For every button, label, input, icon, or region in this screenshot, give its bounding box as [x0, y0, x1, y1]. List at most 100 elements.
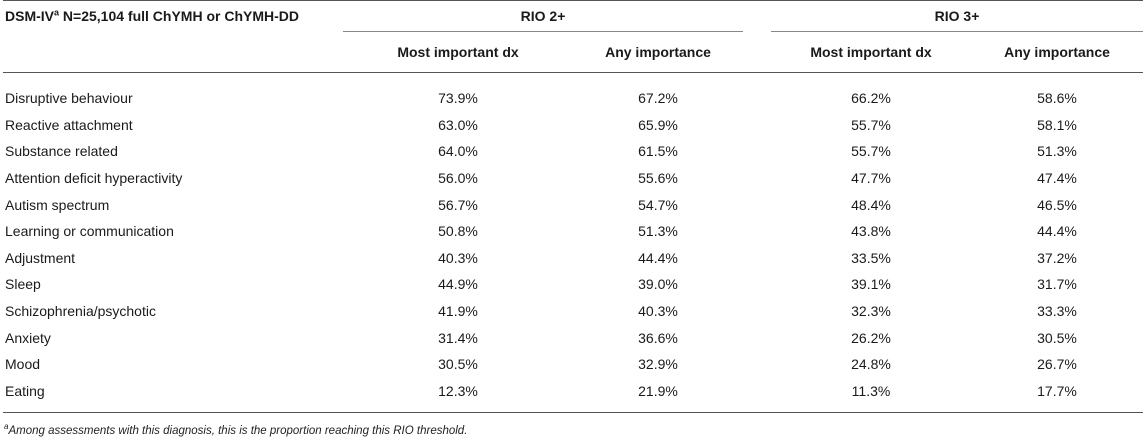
cell-value: 33.3% [1037, 303, 1077, 320]
cell-gap [743, 112, 771, 139]
cell-value: 55.6% [638, 170, 678, 187]
cell-value: 73.9% [438, 90, 478, 107]
cell-value: 37.2% [1037, 249, 1077, 266]
subheader-gap [743, 31, 771, 73]
cell-value: 11.3% [771, 377, 971, 414]
cell-value: 44.4% [638, 249, 678, 266]
cell-gap [743, 271, 771, 298]
table-row: Anxiety 31.4% 36.6% 26.2% 30.5% [3, 324, 1143, 351]
cell-gap [743, 324, 771, 351]
row-label: Schizophrenia/psychotic [5, 303, 156, 320]
row-label: Autism spectrum [5, 196, 110, 213]
cell-value: 51.3% [1037, 143, 1077, 160]
corner-sup: a [54, 7, 60, 18]
subheader-rio3-most: Most important dx [771, 31, 971, 73]
cell-value: 40.3% [638, 303, 678, 320]
cell-value: 50.8% [438, 223, 478, 240]
row-label: Anxiety [5, 329, 51, 346]
cell-value: 26.2% [851, 329, 891, 346]
cell-gap [743, 138, 771, 165]
cell-value: 24.8% [851, 356, 891, 373]
table-row: Sleep 44.9% 39.0% 39.1% 31.7% [3, 271, 1143, 298]
cell-value: 36.6% [638, 329, 678, 346]
table-row: Attention deficit hyperactivity 56.0% 55.6… [3, 165, 1143, 192]
row-label: Substance related [5, 143, 118, 160]
cell-gap [743, 245, 771, 272]
cell-value: 21.9% [573, 377, 743, 414]
table-row: Reactive attachment 63.0% 65.9% 55.7% 58.1% [3, 112, 1143, 139]
cell-value: 31.7% [1037, 276, 1077, 293]
row-label: Sleep [5, 276, 41, 293]
cell-value: 63.0% [438, 116, 478, 133]
cell-value: 55.7% [851, 143, 891, 160]
subheader-rio2-any: Any importance [573, 31, 743, 73]
cell-value: 39.1% [851, 276, 891, 293]
group-header-row: DSM-IVa N=25,104 full ChYMH or ChYMH-DD … [3, 0, 1143, 73]
cell-gap [743, 165, 771, 192]
table-body: Disruptive behaviour 73.9% 67.2% 66.2% 58.6%… [3, 73, 1143, 414]
cell-value: 26.7% [1037, 356, 1077, 373]
row-label: Attention deficit hyperactivity [5, 170, 183, 187]
cell-value: 51.3% [638, 223, 678, 240]
cell-value: 17.7% [971, 377, 1143, 414]
subheader-rio2-most: Most important dx [343, 31, 573, 73]
header-gap [743, 1, 771, 32]
table-row: Adjustment 40.3% 44.4% 33.5% 37.2% [3, 245, 1143, 272]
cell-value: 66.2% [851, 90, 891, 107]
cell-value: 58.1% [1037, 116, 1077, 133]
cell-value: 54.7% [638, 196, 678, 213]
cell-value: 41.9% [438, 303, 478, 320]
cell-value: 48.4% [851, 196, 891, 213]
row-label: Eating [3, 377, 343, 414]
footnote: aAmong assessments with this diagnosis, … [4, 422, 468, 437]
table-row: Learning or communication 50.8% 51.3% 43.8%… [3, 218, 1143, 245]
cell-value: 30.5% [438, 356, 478, 373]
group-header-rio3: RIO 3+ [771, 0, 1143, 32]
row-label: Mood [5, 356, 41, 373]
cell-value: 58.6% [1037, 90, 1077, 107]
cell-value: 61.5% [638, 143, 678, 160]
cell-value: 43.8% [851, 223, 891, 240]
cell-gap [743, 218, 771, 245]
cell-gap [743, 191, 771, 218]
cell-value: 44.4% [1037, 223, 1077, 240]
cell-value: 40.3% [438, 249, 478, 266]
cell-value: 47.7% [851, 170, 891, 187]
table-row: Mood 30.5% 32.9% 24.8% 26.7% [3, 351, 1143, 378]
row-label: Disruptive behaviour [5, 90, 133, 107]
cell-value: 47.4% [1037, 170, 1077, 187]
cell-value: 39.0% [638, 276, 678, 293]
cell-value: 31.4% [438, 329, 478, 346]
cell-gap [743, 377, 771, 414]
cell-value: 33.5% [851, 249, 891, 266]
cell-value: 56.0% [438, 170, 478, 187]
footnote-text: Among assessments with this diagnosis, t… [8, 425, 468, 437]
table-row: Substance related 64.0% 61.5% 55.7% 51.3% [3, 138, 1143, 165]
corner-suffix: N=25,104 full ChYMH or ChYMH-DD [59, 8, 299, 24]
table-row: Disruptive behaviour 73.9% 67.2% 66.2% 58.6% [3, 73, 1143, 112]
corner-prefix: DSM-IV [5, 8, 54, 24]
table-row: Schizophrenia/psychotic 41.9% 40.3% 32.3% 33… [3, 298, 1143, 325]
subheader-rio3-any: Any importance [971, 31, 1143, 73]
results-table: DSM-IVa N=25,104 full ChYMH or ChYMH-DD … [3, 0, 1143, 414]
table-row: Autism spectrum 56.7% 54.7% 48.4% 46.5% [3, 191, 1143, 218]
table-row: Eating 12.3% 21.9% 11.3% 17.7% [3, 377, 1143, 414]
footnote-sup: a [4, 422, 9, 432]
cell-value: 64.0% [438, 143, 478, 160]
cell-value: 65.9% [638, 116, 678, 133]
cell-value: 32.9% [638, 356, 678, 373]
row-label: Reactive attachment [5, 116, 133, 133]
sub-header-row: Most important dx Any importance Most im… [3, 31, 1143, 73]
cell-value: 32.3% [851, 303, 891, 320]
cell-gap [743, 298, 771, 325]
cell-value: 12.3% [343, 377, 573, 414]
cell-value: 30.5% [1037, 329, 1077, 346]
cell-value: 44.9% [438, 276, 478, 293]
cell-value: 56.7% [438, 196, 478, 213]
group-header-rio2: RIO 2+ [343, 0, 743, 32]
cell-gap [743, 73, 771, 112]
cell-value: 46.5% [1037, 196, 1077, 213]
cell-value: 67.2% [638, 90, 678, 107]
row-label: Adjustment [5, 249, 76, 266]
